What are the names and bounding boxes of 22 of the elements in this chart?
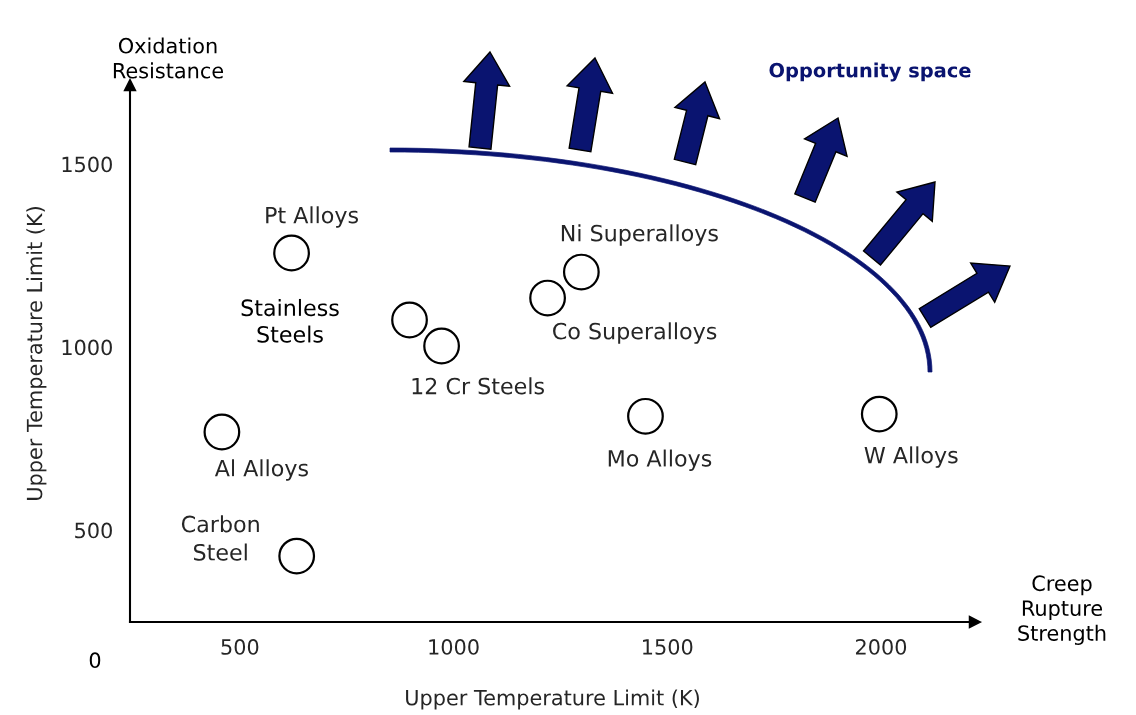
x-tick-label: 1500 bbox=[643, 639, 693, 655]
text: 0 bbox=[89, 652, 101, 669]
annotation: Ni Superalloys bbox=[561, 224, 718, 246]
annotation: Stainless Steels bbox=[241, 298, 339, 343]
annotation: Mo Alloys bbox=[608, 449, 712, 472]
y-tick-label: 500 bbox=[75, 522, 112, 539]
text: Opportunity space bbox=[769, 62, 971, 82]
x-axis-title: Upper Temperature Limit (K) bbox=[406, 689, 699, 710]
annotation: Co Superalloys bbox=[553, 322, 717, 344]
annotation: Al Alloys bbox=[214, 459, 308, 481]
x-tick-label: 500 bbox=[221, 639, 259, 655]
x-tick-label: 1000 bbox=[429, 639, 479, 655]
x-tick-label: 2000 bbox=[855, 639, 907, 655]
y-tick-label: 1500 bbox=[62, 156, 112, 173]
annotation: Pt Alloys bbox=[266, 206, 359, 228]
annotation: W Alloys bbox=[864, 446, 958, 468]
annotation: Carbon Steel bbox=[181, 515, 259, 561]
annotation: 12 Cr Steels bbox=[412, 377, 544, 395]
text: Oxidation Resistance bbox=[113, 37, 224, 79]
text: Creep Rupture Strength bbox=[1018, 575, 1106, 645]
y-axis-title: Upper Temperature Limit (K) bbox=[26, 207, 47, 500]
y-tick-label: 1000 bbox=[62, 339, 112, 356]
